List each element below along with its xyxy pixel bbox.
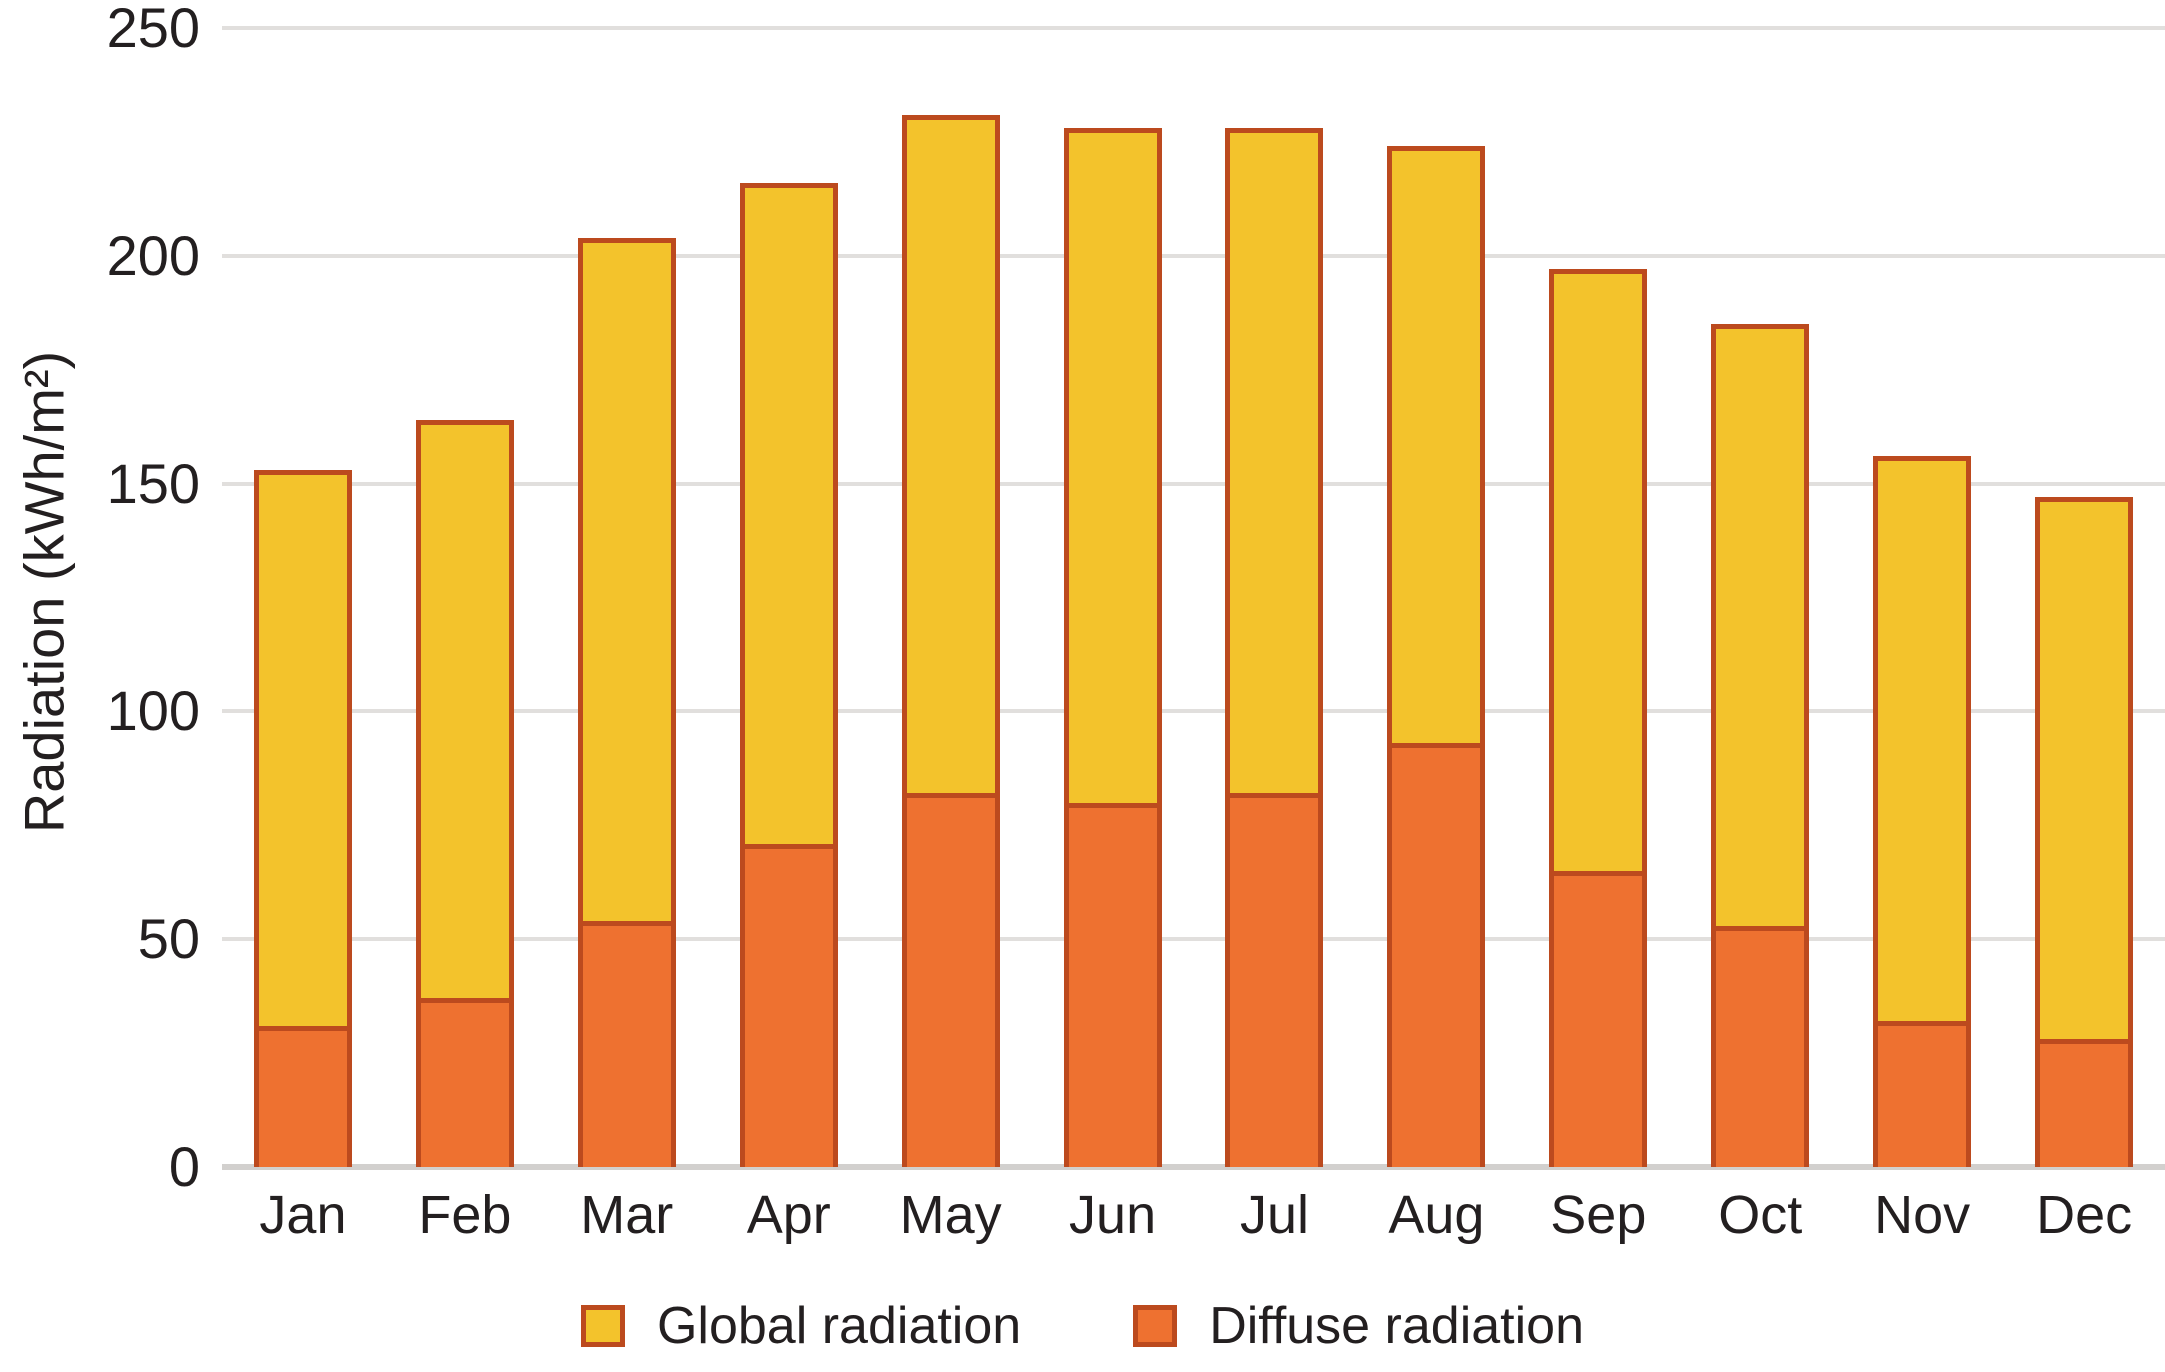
gridline-50 <box>222 937 2165 942</box>
bar-global-dec <box>2035 497 2134 1167</box>
bar-segment-diffuse-jan <box>258 1026 347 1167</box>
y-tick-label-150: 150 <box>106 451 200 515</box>
bar-segment-diffuse-aug <box>1392 743 1481 1167</box>
bar-global-mar <box>577 238 676 1167</box>
x-label-may: May <box>899 1185 1002 1245</box>
bar-column-jul <box>1194 28 1356 1167</box>
x-label-jan: Jan <box>259 1185 347 1245</box>
legend-swatch-diffuse-icon <box>1133 1305 1178 1347</box>
bars-container <box>222 28 2165 1167</box>
bar-column-nov <box>1841 28 2003 1167</box>
x-label-jul: Jul <box>1239 1185 1309 1245</box>
x-label-dec: Dec <box>2036 1185 2133 1245</box>
bar-segment-diffuse-jul <box>1230 793 1319 1167</box>
x-label-nov: Nov <box>1874 1185 1971 1245</box>
bar-global-feb <box>415 420 514 1167</box>
bar-segment-diffuse-feb <box>420 998 509 1167</box>
y-axis-ticks: 0 50 100 150 200 250 <box>0 0 200 1195</box>
x-label-aug: Aug <box>1388 1185 1485 1245</box>
legend-swatch-global-icon <box>580 1305 625 1347</box>
x-axis-line <box>222 1164 2165 1170</box>
y-tick-label-0: 0 <box>168 1135 200 1198</box>
bar-segment-diffuse-may <box>906 793 995 1167</box>
legend-label-diffuse: Diffuse radiation <box>1209 1297 1585 1355</box>
bar-global-oct <box>1711 324 1810 1167</box>
bar-column-jan <box>222 28 384 1167</box>
bar-column-sep <box>1517 28 1679 1167</box>
bar-segment-diffuse-apr <box>744 844 833 1167</box>
bar-global-apr <box>739 183 838 1167</box>
legend-label-global: Global radiation <box>656 1297 1022 1355</box>
bar-global-jun <box>1063 128 1162 1167</box>
gridline-100 <box>222 709 2165 714</box>
gridline-150 <box>222 481 2165 486</box>
bar-global-aug <box>1387 146 1486 1167</box>
bar-segment-diffuse-oct <box>1716 926 1805 1167</box>
bar-segment-diffuse-dec <box>2040 1039 2129 1167</box>
legend-item-diffuse: Diffuse radiation <box>1133 1296 1584 1356</box>
bar-segment-diffuse-jun <box>1068 803 1157 1167</box>
x-label-apr: Apr <box>746 1185 831 1245</box>
legend: Global radiation Diffuse radiation <box>0 1296 2165 1356</box>
x-axis-labels: Jan Feb Mar Apr May Jun Jul Aug Sep Oct Nov Dec <box>222 1184 2165 1246</box>
bar-column-may <box>870 28 1032 1167</box>
x-label-oct: Oct <box>1718 1185 1803 1245</box>
bar-segment-diffuse-nov <box>1878 1021 1967 1167</box>
x-label-jun: Jun <box>1069 1185 1157 1245</box>
bar-column-dec <box>2003 28 2165 1167</box>
y-tick-label-200: 200 <box>106 223 200 287</box>
gridline-250 <box>222 26 2165 30</box>
x-label-sep: Sep <box>1550 1185 1647 1245</box>
bar-segment-diffuse-mar <box>582 921 671 1167</box>
plot-area <box>222 26 2165 1170</box>
bar-segment-diffuse-sep <box>1554 871 1643 1167</box>
bar-column-apr <box>708 28 870 1167</box>
bar-column-aug <box>1355 28 1517 1167</box>
bar-global-nov <box>1873 456 1972 1167</box>
bar-column-mar <box>546 28 708 1167</box>
y-tick-label-250: 250 <box>106 0 200 59</box>
y-tick-label-50: 50 <box>137 907 200 971</box>
bar-global-jan <box>253 470 352 1167</box>
bar-global-may <box>901 115 1000 1167</box>
bar-global-jul <box>1225 128 1324 1167</box>
bar-column-oct <box>1679 28 1841 1167</box>
y-tick-label-100: 100 <box>106 679 200 743</box>
bar-column-feb <box>384 28 546 1167</box>
bar-global-sep <box>1549 269 1648 1167</box>
bar-column-jun <box>1032 28 1194 1167</box>
x-label-mar: Mar <box>580 1185 674 1245</box>
legend-item-global: Global radiation <box>580 1296 1022 1356</box>
x-label-feb: Feb <box>418 1185 512 1245</box>
gridline-200 <box>222 253 2165 258</box>
